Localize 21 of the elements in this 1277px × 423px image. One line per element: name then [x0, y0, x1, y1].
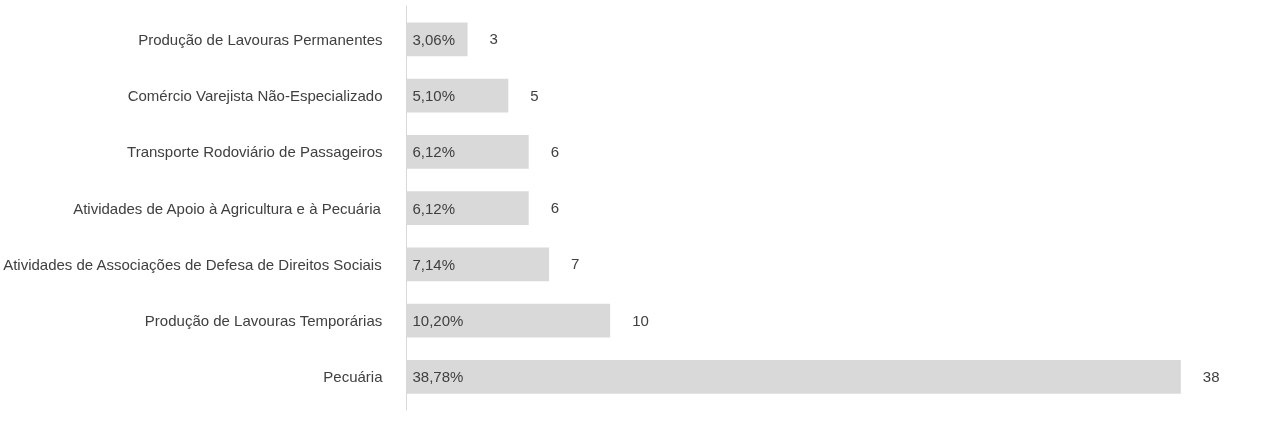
data-label: 5,10%	[412, 87, 456, 104]
annotation: 38	[1202, 367, 1220, 385]
y-tick-label: Atividades de Apoio à Agricultura e à Pecuária	[73, 199, 382, 217]
data-label: 6,12%	[412, 143, 456, 161]
data-label: 3,06%	[412, 30, 456, 48]
y-tick-label: Transporte Rodoviário de Passageiros	[127, 143, 383, 161]
annotation: 6	[550, 199, 560, 216]
annotation: 6	[550, 142, 560, 160]
y-tick-label: Atividades de Associações de Defesa de Direitos Sociais	[3, 255, 382, 273]
y-tick-label: Produção de Lavouras Temporárias	[144, 312, 383, 329]
annotation: 7	[571, 255, 580, 273]
data-label: 38,78%	[412, 368, 464, 386]
data-label: 6,12%	[412, 199, 456, 217]
y-tick-label: Pecuária	[323, 368, 384, 386]
y-tick-label: Produção de Lavouras Permanentes	[138, 30, 383, 48]
annotation: 5	[530, 86, 539, 104]
data-label: 10,20%	[412, 312, 464, 329]
data-label: 7,14%	[412, 255, 456, 273]
annotation: 10	[632, 311, 649, 329]
annotation: 3	[489, 30, 498, 48]
y-tick-label: Comércio Varejista Não-Especializado	[127, 87, 383, 104]
